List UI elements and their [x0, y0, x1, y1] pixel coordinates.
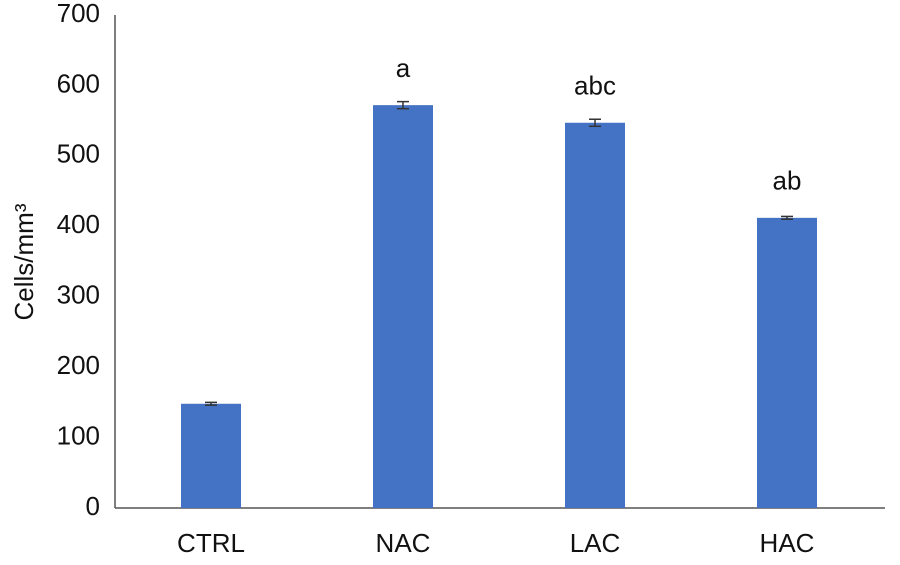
bar	[373, 105, 433, 509]
y-tick-label: 0	[86, 491, 100, 521]
bar	[565, 122, 625, 509]
y-tick-label: 300	[57, 280, 100, 310]
bar	[757, 217, 817, 508]
annotation: a	[396, 53, 411, 83]
bar	[181, 403, 241, 508]
y-tick-label: 700	[57, 0, 100, 28]
x-tick-label: LAC	[570, 528, 621, 558]
annotation: ab	[773, 166, 802, 196]
y-tick-label: 200	[57, 350, 100, 380]
y-axis-label: Cells/mm³	[9, 203, 39, 320]
y-tick-label: 500	[57, 139, 100, 169]
y-tick-label: 600	[57, 68, 100, 98]
error-bar	[781, 215, 793, 220]
error-bar	[205, 401, 217, 406]
x-tick-label: HAC	[760, 528, 815, 558]
annotation: abc	[574, 71, 616, 101]
y-tick-label: 100	[57, 420, 100, 450]
x-tick-label: NAC	[376, 528, 431, 558]
x-tick-label: CTRL	[177, 528, 245, 558]
y-tick-label: 400	[57, 209, 100, 239]
error-bar	[397, 100, 409, 110]
error-bar	[589, 118, 601, 128]
